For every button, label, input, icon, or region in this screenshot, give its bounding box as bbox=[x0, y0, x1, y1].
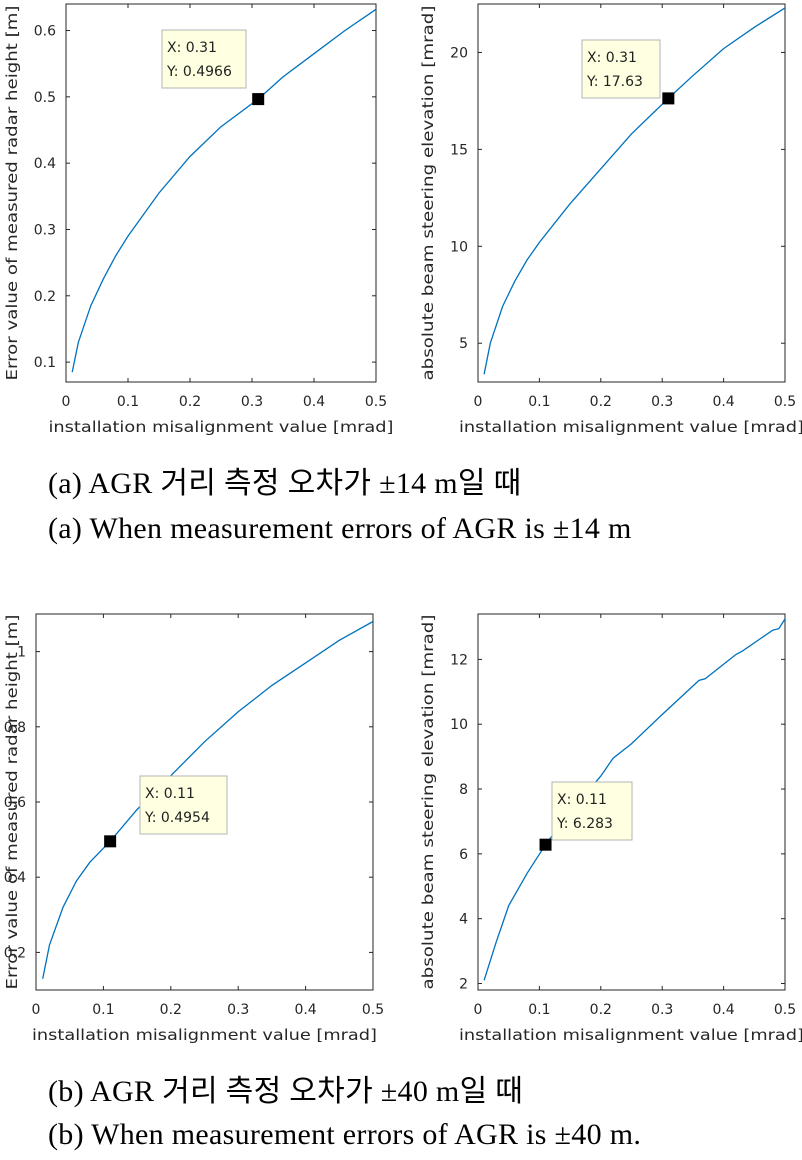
x-axis-label: installation misalignment value [mrad] bbox=[459, 1026, 802, 1044]
x-tick-label: 0 bbox=[62, 394, 71, 410]
caption-a-english: (a) When measurement errors of AGR is ±1… bbox=[48, 512, 632, 545]
x-tick-label: 0 bbox=[474, 1002, 483, 1018]
y-tick-label: 1 bbox=[17, 645, 26, 661]
x-axis-label: installation misalignment value [mrad] bbox=[459, 418, 802, 436]
x-tick-label: 0.3 bbox=[651, 394, 673, 410]
x-tick-label: 0.2 bbox=[590, 1002, 612, 1018]
x-tick-label: 0.1 bbox=[92, 1002, 114, 1018]
y-tick-label: 15 bbox=[450, 142, 468, 158]
x-tick-label: 0.1 bbox=[528, 394, 550, 410]
y-tick-label: 0.3 bbox=[34, 222, 56, 238]
series-line bbox=[483, 7, 786, 375]
x-tick-label: 0.5 bbox=[774, 394, 796, 410]
x-tick-label: 0.3 bbox=[227, 1002, 249, 1018]
x-tick-label: 0.3 bbox=[241, 394, 263, 410]
datatip-marker bbox=[662, 92, 675, 105]
series-line bbox=[483, 618, 786, 981]
y-tick-label: 10 bbox=[450, 239, 468, 255]
x-tick-label: 0.4 bbox=[712, 1002, 734, 1018]
x-tick-label: 0.1 bbox=[528, 1002, 550, 1018]
y-tick-label: 2 bbox=[459, 977, 468, 993]
caption-b-korean: (b) AGR 거리 측정 오차가 ±40 m일 때 bbox=[48, 1075, 524, 1108]
caption-b-english: (b) When measurement errors of AGR is ±4… bbox=[48, 1118, 642, 1151]
datatip-x: X: 0.31 bbox=[587, 50, 637, 66]
x-tick-label: 0.2 bbox=[590, 394, 612, 410]
y-tick-label: 6 bbox=[459, 847, 468, 863]
y-tick-label: 0.6 bbox=[4, 795, 26, 811]
y-tick-label: 5 bbox=[459, 336, 468, 352]
y-axis-label: absolute beam steering elevation [mrad] bbox=[419, 615, 437, 990]
x-axis-label: installation misalignment value [mrad] bbox=[32, 1026, 377, 1044]
series-line bbox=[71, 8, 377, 373]
y-axis-label: Error value of measured radar height [m] bbox=[3, 6, 21, 381]
x-tick-label: 0.1 bbox=[117, 394, 139, 410]
x-tick-label: 0.5 bbox=[362, 1002, 384, 1018]
x-tick-label: 0.4 bbox=[294, 1002, 316, 1018]
datatip-box bbox=[551, 781, 633, 841]
datatip-box bbox=[161, 29, 247, 89]
y-axis-label: Error value of measured radar height [m] bbox=[3, 615, 21, 990]
y-tick-label: 12 bbox=[450, 652, 468, 668]
datatip-marker bbox=[539, 838, 552, 851]
y-tick-label: 8 bbox=[459, 782, 468, 798]
datatip-y: Y: 0.4966 bbox=[166, 64, 232, 80]
datatip-x: X: 0.11 bbox=[557, 792, 607, 808]
y-tick-label: 0.1 bbox=[34, 355, 56, 371]
chart-a-right: 0 0.1 0.2 0.3 0.4 0.5 5 10 15 20 installation misa… bbox=[419, 3, 802, 436]
x-tick-label: 0 bbox=[32, 1002, 41, 1018]
datatip-box bbox=[581, 39, 661, 99]
datatip-y: Y: 17.63 bbox=[586, 74, 643, 90]
y-tick-label: 0.2 bbox=[34, 289, 56, 305]
x-tick-label: 0.3 bbox=[651, 1002, 673, 1018]
caption-a-korean: (a) AGR 거리 측정 오차가 ±14 m일 때 bbox=[48, 467, 522, 500]
x-tick-label: 0 bbox=[474, 394, 483, 410]
y-tick-label: 0.6 bbox=[34, 24, 56, 40]
chart-b-left: 0 0.1 0.2 0.3 0.4 0.5 0.2 0.4 0.6 0.8 1 installatio… bbox=[3, 613, 384, 1044]
x-tick-label: 0.4 bbox=[303, 394, 325, 410]
y-tick-label: 0.5 bbox=[34, 90, 56, 106]
datatip-marker bbox=[104, 835, 117, 848]
y-tick-label: 0.8 bbox=[4, 720, 26, 736]
y-tick-label: 10 bbox=[450, 717, 468, 733]
datatip-box bbox=[139, 775, 228, 835]
datatip-y: Y: 6.283 bbox=[556, 816, 613, 832]
x-tick-label: 0.5 bbox=[774, 1002, 796, 1018]
y-tick-label: 0.2 bbox=[4, 945, 26, 961]
chart-b-right: 0 0.1 0.2 0.3 0.4 0.5 2 4 6 8 10 12 installation mis… bbox=[419, 613, 802, 1044]
x-tick-label: 0.5 bbox=[365, 394, 387, 410]
y-axis-label: absolute beam steering elevation [mrad] bbox=[419, 6, 437, 381]
x-axis-label: installation misalignment value [mrad] bbox=[49, 418, 394, 436]
datatip-marker bbox=[252, 93, 265, 106]
y-tick-label: 20 bbox=[450, 45, 468, 61]
y-tick-label: 4 bbox=[459, 912, 468, 928]
y-tick-label: 0.4 bbox=[34, 156, 56, 172]
x-tick-label: 0.2 bbox=[179, 394, 201, 410]
chart-a-left: 0 0.1 0.2 0.3 0.4 0.5 0.1 0.2 0.3 0.4 0.5 0.6 instal… bbox=[3, 3, 394, 436]
datatip-x: X: 0.11 bbox=[145, 786, 195, 802]
x-tick-label: 0.2 bbox=[160, 1002, 182, 1018]
y-tick-label: 0.4 bbox=[4, 870, 26, 886]
x-tick-label: 0.4 bbox=[712, 394, 734, 410]
datatip-x: X: 0.31 bbox=[167, 40, 217, 56]
datatip-y: Y: 0.4954 bbox=[144, 810, 210, 826]
